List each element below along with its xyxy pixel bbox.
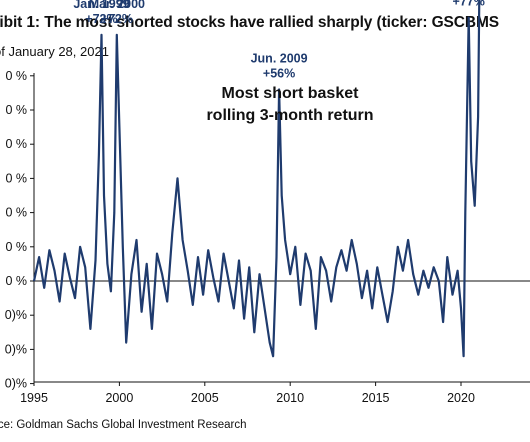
x-tick-label: 2020 [447, 391, 475, 405]
x-tick-label: 2005 [191, 391, 219, 405]
y-tick-label: 0 % [5, 240, 27, 254]
annotations-group: Jan. 1999+72%Mar. 2000+72%Jun. 2009+56%J… [73, 0, 485, 80]
chart-panel-title: Most short basket [222, 85, 360, 102]
x-axis: 1995 2000 2005 2010 2015 2020 [20, 381, 530, 405]
y-tick-label: 0 % [5, 171, 27, 185]
x-tick-label: 2000 [105, 391, 133, 405]
annotation-label: Jun. 2009 [251, 51, 308, 65]
annotation-label: +77% [453, 0, 485, 9]
y-tick-label: 0 % [5, 69, 27, 83]
x-tick-label: 2010 [276, 391, 304, 405]
chart-figure-title: hibit 1: The most shorted stocks have ra… [0, 14, 500, 31]
series-line [32, 0, 481, 358]
y-tick-label: 0 % [5, 274, 27, 288]
y-tick-label: 0)% [5, 308, 27, 322]
annotation-label: +56% [263, 66, 295, 80]
x-tick-label: 2015 [362, 391, 390, 405]
x-tick-label: 1995 [20, 391, 48, 405]
annotation-label: +72% [101, 12, 133, 26]
y-tick-label: 0)% [5, 377, 27, 391]
y-tick-label: 0 % [5, 206, 27, 220]
y-tick-label: 0 % [5, 103, 27, 117]
annotation-label: +72% [85, 12, 117, 26]
y-axis: 0 % 0 % 0 % 0 % 0 % 0 % 0 % 0)% 0)% 0)% [5, 69, 530, 391]
chart-source-note: rce: Goldman Sachs Global Investment Res… [0, 419, 247, 431]
y-tick-label: 0 % [5, 137, 27, 151]
series-group [32, 0, 481, 358]
annotation-label: Jan. 1999 [73, 0, 129, 11]
y-tick-label: 0)% [5, 342, 27, 356]
chart-panel-subtitle: rolling 3-month return [206, 107, 373, 124]
annotation-label: Mar. 2000 [89, 0, 145, 11]
chart-as-of-date: of January 28, 2021 [0, 44, 109, 59]
